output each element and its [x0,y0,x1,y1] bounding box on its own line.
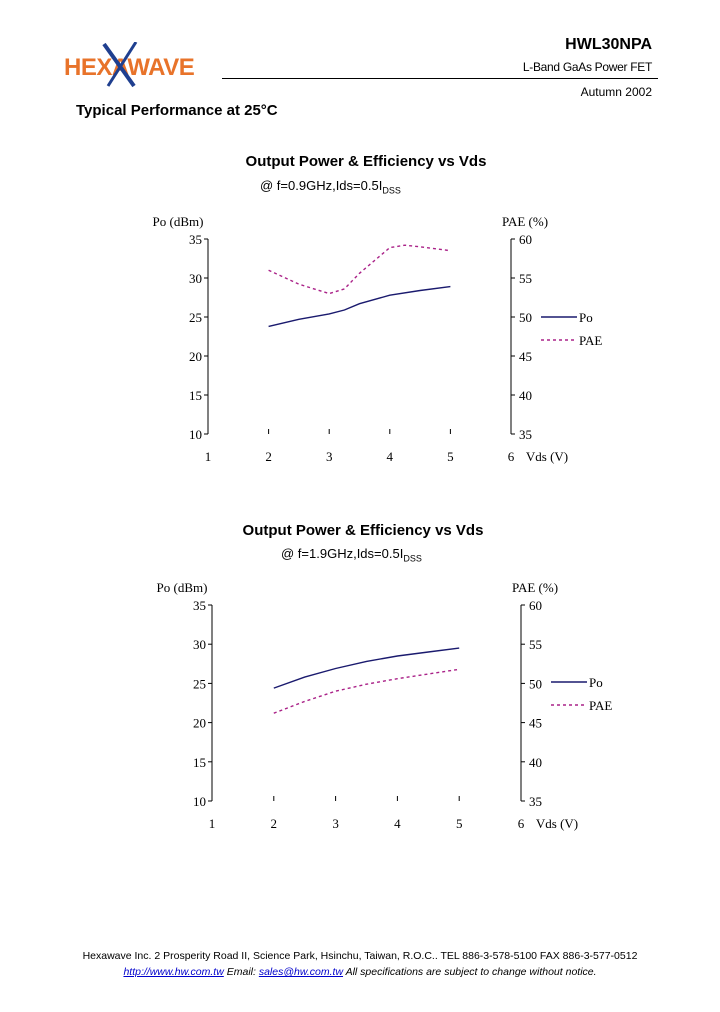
publish-date: Autumn 2002 [580,85,652,99]
email-label: Email: [226,966,256,978]
left-tick-label: 25 [193,676,206,691]
footer-address: Hexawave Inc. 2 Prosperity Road II, Scie… [82,950,638,962]
x-tick-label: 1 [209,816,216,831]
x-tick-label: 4 [394,816,401,831]
left-tick-label: 10 [193,794,206,809]
legend-pae-label: PAE [589,698,612,713]
logo-x-stroke-2 [106,41,138,87]
right-tick-label: 50 [519,310,532,325]
x-axis-label: Vds (V) [526,449,568,464]
series-pae-line [273,668,460,714]
product-description: L-Band GaAs Power FET [522,60,652,74]
chart-2-title: Output Power & Efficiency vs Vds [242,522,484,539]
x-tick-label: 1 [205,449,212,464]
chart-2-condition-main: @ f=1.9GHz,Ids=0.5I [281,546,404,561]
left-tick-label: 25 [189,310,202,325]
x-tick-label: 6 [518,816,525,831]
left-tick-label: 10 [189,427,202,442]
x-tick-label: 2 [265,449,272,464]
right-axis-label: PAE (%) [502,214,548,229]
right-tick-label: 35 [529,794,542,809]
section-title: Typical Performance at 25°C [76,102,278,119]
chart-1-condition-main: @ f=0.9GHz,Ids=0.5I [260,178,383,193]
series-po-line [268,285,451,328]
left-tick-label: 35 [189,232,202,247]
x-tick-label: 3 [332,816,339,831]
series-po-line [273,647,460,689]
x-tick-label: 4 [387,449,394,464]
chart-1-title: Output Power & Efficiency vs Vds [245,153,487,170]
x-tick-label: 3 [326,449,333,464]
left-axis-label: Po (dBm) [153,214,204,229]
x-tick-label: 5 [456,816,463,831]
footer-links: http://www.hw.com.tw Email: sales@hw.com… [0,966,720,978]
right-tick-label: 45 [529,716,542,731]
legend-po-label: Po [589,675,603,690]
left-tick-label: 30 [189,271,202,286]
x-axis-label: Vds (V) [536,816,578,831]
legend-po-label: Po [579,310,593,325]
website-link[interactable]: http://www.hw.com.tw [123,966,224,978]
right-tick-label: 60 [529,598,542,613]
logo-mark: HEXAWAVE [64,41,195,88]
left-tick-label: 30 [193,637,206,652]
left-axis-label: Po (dBm) [157,580,208,595]
x-tick-label: 2 [271,816,278,831]
series-pae-line [268,244,451,295]
x-tick-label: 5 [447,449,454,464]
right-axis-label: PAE (%) [512,580,558,595]
legend-pae-label: PAE [579,333,602,348]
right-tick-label: 50 [529,676,542,691]
logo-x-stroke-1 [102,42,136,88]
chart-1-condition-sub: DSS [382,185,401,196]
left-tick-label: 15 [193,755,206,770]
left-tick-label: 15 [189,388,202,403]
disclaimer: All specifications are subject to change… [345,966,597,978]
chart-1-condition: @ f=0.9GHz,Ids=0.5IDSS [260,178,401,196]
right-tick-label: 55 [529,637,542,652]
part-number: HWL30NPA [565,36,652,53]
header-divider [222,78,658,79]
x-tick-label: 6 [508,449,515,464]
right-tick-label: 35 [519,427,532,442]
right-tick-label: 55 [519,271,532,286]
left-tick-label: 35 [193,598,206,613]
right-tick-label: 60 [519,232,532,247]
company-logo: HEXAWAVE [64,41,224,88]
left-tick-label: 20 [193,716,206,731]
right-tick-label: 40 [529,755,542,770]
left-tick-label: 20 [189,349,202,364]
chart-2-condition-sub: DSS [403,553,422,564]
right-tick-label: 45 [519,349,532,364]
email-link[interactable]: sales@hw.com.tw [258,966,344,978]
chart-2-condition: @ f=1.9GHz,Ids=0.5IDSS [281,546,422,564]
right-tick-label: 40 [519,388,532,403]
